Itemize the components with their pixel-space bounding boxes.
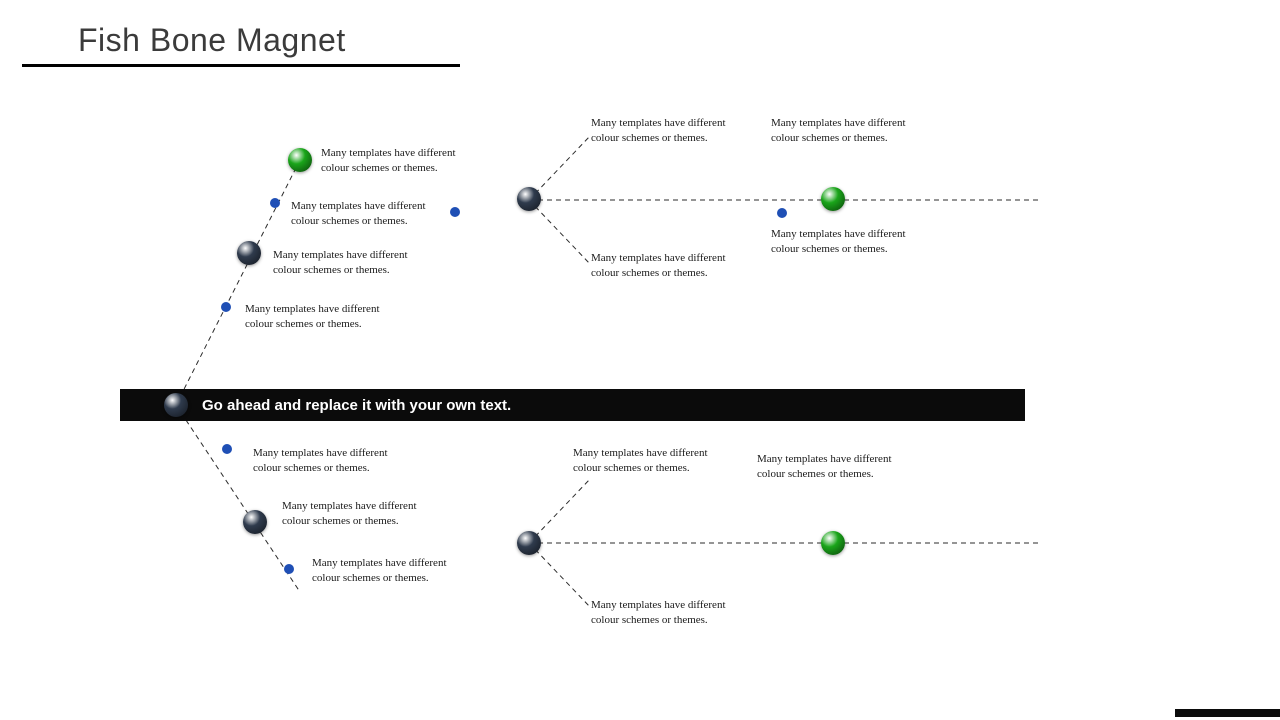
note-text: Many templates have different colour sch… [282, 499, 437, 529]
note-text: Many templates have different colour sch… [771, 227, 926, 257]
node-small [284, 564, 294, 574]
note-text: Many templates have different colour sch… [573, 446, 728, 476]
note-text: Many templates have different colour sch… [591, 251, 746, 281]
note-text: Many templates have different colour sch… [245, 302, 400, 332]
page-title: Fish Bone Magnet [78, 22, 346, 59]
node-large [237, 241, 261, 265]
node-large [517, 187, 541, 211]
node-large [288, 148, 312, 172]
footer-accent [1175, 709, 1280, 717]
node-large [164, 393, 188, 417]
note-text: Many templates have different colour sch… [321, 146, 476, 176]
note-text: Many templates have different colour sch… [771, 116, 926, 146]
note-text: Many templates have different colour sch… [253, 446, 408, 476]
node-large [243, 510, 267, 534]
note-text: Many templates have different colour sch… [273, 248, 428, 278]
node-small [222, 444, 232, 454]
node-small [777, 208, 787, 218]
note-text: Many templates have different colour sch… [312, 556, 467, 586]
node-small [221, 302, 231, 312]
spine-text: Go ahead and replace it with your own te… [202, 397, 511, 414]
node-large [821, 187, 845, 211]
note-text: Many templates have different colour sch… [757, 452, 912, 482]
node-large [821, 531, 845, 555]
node-large [517, 531, 541, 555]
node-small [270, 198, 280, 208]
note-text: Many templates have different colour sch… [291, 199, 446, 229]
spine-bar: Go ahead and replace it with your own te… [120, 389, 1025, 421]
slide: { "title": "Fish Bone Magnet", "spine": … [0, 0, 1280, 720]
note-text: Many templates have different colour sch… [591, 598, 746, 628]
node-small [450, 207, 460, 217]
note-text: Many templates have different colour sch… [591, 116, 746, 146]
title-underline [22, 64, 460, 67]
